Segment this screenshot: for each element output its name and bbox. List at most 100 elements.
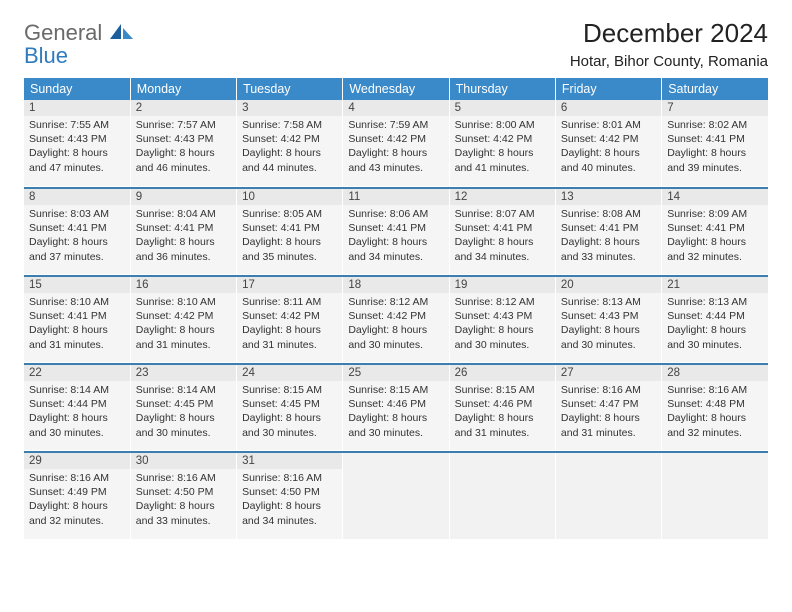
sunrise-line: Sunrise: 8:13 AM (667, 296, 747, 308)
sunset-line: Sunset: 4:41 PM (242, 222, 320, 234)
calendar-page: General Blue December 2024 Hotar, Bihor … (0, 0, 792, 558)
day-number: 27 (556, 365, 661, 381)
day-number: 15 (24, 277, 130, 293)
calendar-week-row: 22Sunrise: 8:14 AMSunset: 4:44 PMDayligh… (24, 364, 768, 452)
day-number: 17 (237, 277, 342, 293)
day-body: Sunrise: 8:16 AMSunset: 4:49 PMDaylight:… (24, 469, 130, 539)
day-body: Sunrise: 8:11 AMSunset: 4:42 PMDaylight:… (237, 293, 342, 362)
daylight-line: Daylight: 8 hours and 30 minutes. (242, 412, 321, 438)
sunset-line: Sunset: 4:42 PM (561, 133, 639, 145)
sunrise-line: Sunrise: 8:10 AM (29, 296, 109, 308)
sunset-line: Sunset: 4:41 PM (667, 222, 745, 234)
day-body: Sunrise: 8:09 AMSunset: 4:41 PMDaylight:… (662, 205, 768, 274)
day-number: 21 (662, 277, 768, 293)
calendar-day-cell: 19Sunrise: 8:12 AMSunset: 4:43 PMDayligh… (449, 276, 555, 364)
logo: General Blue (24, 22, 134, 68)
daylight-line: Daylight: 8 hours and 44 minutes. (242, 147, 321, 173)
weekday-header: Wednesday (343, 78, 449, 100)
daylight-line: Daylight: 8 hours and 35 minutes. (242, 236, 321, 262)
daylight-line: Daylight: 8 hours and 40 minutes. (561, 147, 640, 173)
sunset-line: Sunset: 4:42 PM (136, 310, 214, 322)
sunrise-line: Sunrise: 7:58 AM (242, 119, 322, 131)
sunset-line: Sunset: 4:41 PM (29, 310, 107, 322)
sunrise-line: Sunrise: 8:15 AM (455, 384, 535, 396)
page-header: General Blue December 2024 Hotar, Bihor … (24, 18, 768, 70)
sunrise-line: Sunrise: 8:08 AM (561, 208, 641, 220)
sunrise-line: Sunrise: 8:00 AM (455, 119, 535, 131)
daylight-line: Daylight: 8 hours and 31 minutes. (561, 412, 640, 438)
calendar-day-cell: 2Sunrise: 7:57 AMSunset: 4:43 PMDaylight… (130, 100, 236, 188)
day-number: 24 (237, 365, 342, 381)
calendar-day-cell: 10Sunrise: 8:05 AMSunset: 4:41 PMDayligh… (237, 188, 343, 276)
sunset-line: Sunset: 4:43 PM (561, 310, 639, 322)
sunset-line: Sunset: 4:42 PM (348, 310, 426, 322)
logo-text-block: General Blue (24, 22, 134, 68)
sunset-line: Sunset: 4:43 PM (455, 310, 533, 322)
daylight-line: Daylight: 8 hours and 31 minutes. (242, 324, 321, 350)
sunrise-line: Sunrise: 8:13 AM (561, 296, 641, 308)
sunset-line: Sunset: 4:41 PM (29, 222, 107, 234)
weekday-header: Thursday (449, 78, 555, 100)
daylight-line: Daylight: 8 hours and 34 minutes. (348, 236, 427, 262)
sunset-line: Sunset: 4:45 PM (242, 398, 320, 410)
day-number: 8 (24, 189, 130, 205)
day-body: Sunrise: 7:58 AMSunset: 4:42 PMDaylight:… (237, 116, 342, 186)
calendar-day-cell: 14Sunrise: 8:09 AMSunset: 4:41 PMDayligh… (662, 188, 768, 276)
day-body: Sunrise: 8:10 AM Sunset: 4:41 PM Daylight:… (24, 293, 130, 362)
day-number: 30 (131, 453, 236, 469)
weekday-header: Friday (555, 78, 661, 100)
weekday-header: Sunday (24, 78, 130, 100)
day-number: 28 (662, 365, 768, 381)
day-body: Sunrise: 8:08 AMSunset: 4:41 PMDaylight:… (556, 205, 661, 274)
calendar-day-cell: 17Sunrise: 8:11 AMSunset: 4:42 PMDayligh… (237, 276, 343, 364)
calendar-day-cell: 7Sunrise: 8:02 AMSunset: 4:41 PMDaylight… (662, 100, 768, 188)
calendar-table: SundayMondayTuesdayWednesdayThursdayFrid… (24, 78, 768, 540)
calendar-day-cell: 1Sunrise: 7:55 AMSunset: 4:43 PMDaylight… (24, 100, 130, 188)
sunset-line: Sunset: 4:49 PM (29, 486, 107, 498)
daylight-line: Daylight: 8 hours and 31 minutes. (29, 324, 108, 350)
daylight-line: Daylight: 8 hours and 30 minutes. (29, 412, 108, 438)
calendar-day-cell (555, 452, 661, 540)
calendar-day-cell: 12Sunrise: 8:07 AMSunset: 4:41 PMDayligh… (449, 188, 555, 276)
day-body: Sunrise: 8:13 AMSunset: 4:44 PMDaylight:… (662, 293, 768, 362)
calendar-week-row: 29Sunrise: 8:16 AMSunset: 4:49 PMDayligh… (24, 452, 768, 540)
sunrise-line: Sunrise: 8:12 AM (455, 296, 535, 308)
sunset-line: Sunset: 4:42 PM (242, 310, 320, 322)
sunrise-line: Sunrise: 8:14 AM (29, 384, 109, 396)
day-number: 2 (131, 100, 236, 116)
daylight-line: Daylight: 8 hours and 30 minutes. (455, 324, 534, 350)
day-body: Sunrise: 8:06 AMSunset: 4:41 PMDaylight:… (343, 205, 448, 274)
sunset-line: Sunset: 4:43 PM (136, 133, 214, 145)
day-number (662, 453, 768, 469)
day-body (662, 469, 768, 539)
day-body: Sunrise: 8:12 AMSunset: 4:42 PMDaylight:… (343, 293, 448, 362)
logo-line2: Blue (24, 43, 68, 68)
daylight-line: Daylight: 8 hours and 47 minutes. (29, 147, 108, 173)
calendar-day-cell: 28Sunrise: 8:16 AMSunset: 4:48 PMDayligh… (662, 364, 768, 452)
weekday-header: Saturday (662, 78, 768, 100)
daylight-line: Daylight: 8 hours and 32 minutes. (29, 500, 108, 526)
sunset-line: Sunset: 4:41 PM (348, 222, 426, 234)
sunrise-line: Sunrise: 8:07 AM (455, 208, 535, 220)
daylight-line: Daylight: 8 hours and 31 minutes. (136, 324, 215, 350)
day-body: Sunrise: 8:14 AMSunset: 4:44 PMDaylight:… (24, 381, 130, 450)
calendar-week-row: 8 Sunrise: 8:03 AM Sunset: 4:41 PM Daylight… (24, 188, 768, 276)
daylight-line: Daylight: 8 hours and 30 minutes. (561, 324, 640, 350)
sunrise-line: Sunrise: 7:57 AM (136, 119, 216, 131)
calendar-day-cell: 25Sunrise: 8:15 AMSunset: 4:46 PMDayligh… (343, 364, 449, 452)
calendar-day-cell: 30Sunrise: 8:16 AMSunset: 4:50 PMDayligh… (130, 452, 236, 540)
day-number: 16 (131, 277, 236, 293)
day-number: 14 (662, 189, 768, 205)
day-body: Sunrise: 8:15 AMSunset: 4:45 PMDaylight:… (237, 381, 342, 450)
calendar-day-cell: 13Sunrise: 8:08 AMSunset: 4:41 PMDayligh… (555, 188, 661, 276)
daylight-line: Daylight: 8 hours and 43 minutes. (348, 147, 427, 173)
day-body (450, 469, 555, 539)
sunrise-line: Sunrise: 8:10 AM (136, 296, 216, 308)
day-body (556, 469, 661, 539)
sunrise-line: Sunrise: 8:03 AM (29, 208, 109, 220)
daylight-line: Daylight: 8 hours and 31 minutes. (455, 412, 534, 438)
location-text: Hotar, Bihor County, Romania (570, 53, 768, 70)
sunrise-line: Sunrise: 8:16 AM (561, 384, 641, 396)
sunset-line: Sunset: 4:41 PM (455, 222, 533, 234)
day-body: Sunrise: 8:16 AMSunset: 4:50 PMDaylight:… (131, 469, 236, 539)
